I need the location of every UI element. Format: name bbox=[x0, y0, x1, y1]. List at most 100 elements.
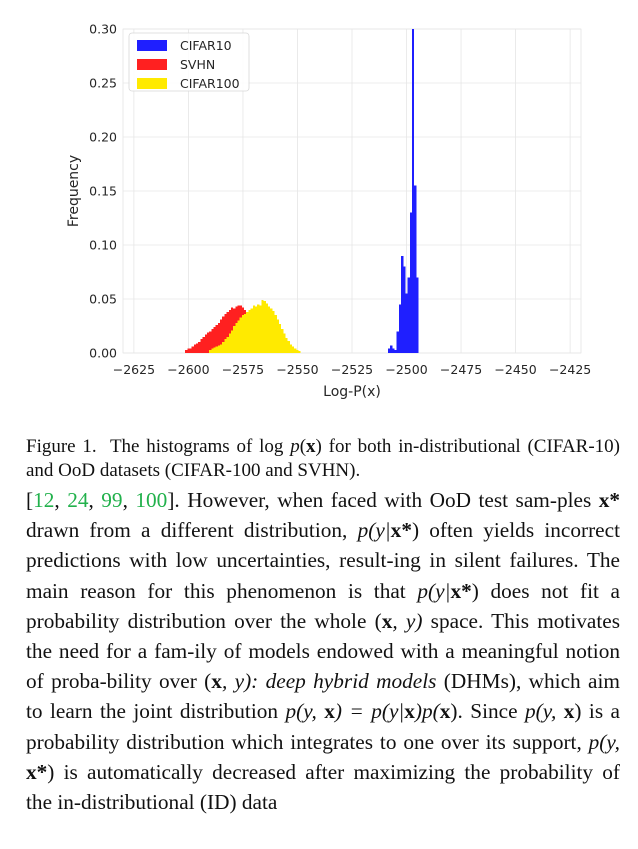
bar-cifar100 bbox=[244, 314, 247, 353]
bar-cifar100 bbox=[278, 323, 282, 353]
legend-swatch-svhn bbox=[137, 59, 167, 70]
bar-svhn bbox=[222, 316, 225, 353]
figure-label: Figure 1. bbox=[26, 436, 97, 457]
bar-cifar100 bbox=[224, 338, 227, 353]
bar-cifar100 bbox=[209, 349, 212, 353]
bar-cifar10 bbox=[407, 277, 410, 353]
caption-math-open: ( bbox=[299, 436, 307, 457]
bar-svhn bbox=[224, 314, 227, 353]
bar-cifar100 bbox=[298, 350, 301, 353]
bar-svhn bbox=[211, 329, 214, 353]
bar-svhn bbox=[193, 344, 197, 353]
bar-svhn bbox=[206, 332, 210, 353]
x-axis-label: Log-P(x) bbox=[323, 384, 381, 400]
citation-99[interactable]: 99 bbox=[101, 488, 123, 512]
bar-cifar10 bbox=[392, 348, 395, 353]
x-tick-label: −2550 bbox=[276, 362, 318, 377]
bar-svhn bbox=[191, 346, 194, 353]
bar-svhn bbox=[220, 319, 223, 353]
bar-cifar100 bbox=[259, 305, 262, 353]
y-tick-labels: 0.00 0.05 0.10 0.15 0.20 0.25 0.30 bbox=[89, 22, 117, 361]
bar-cifar10 bbox=[390, 345, 393, 353]
citation-24[interactable]: 24 bbox=[67, 488, 89, 512]
bar-cifar100 bbox=[296, 349, 299, 353]
bar-cifar100 bbox=[248, 309, 251, 353]
bar-cifar100 bbox=[233, 326, 236, 353]
bar-cifar100 bbox=[265, 303, 269, 353]
caption-math-x: x bbox=[306, 436, 316, 457]
legend: CIFAR10 SVHN CIFAR100 bbox=[128, 32, 250, 92]
y-tick-label: 0.30 bbox=[89, 22, 117, 37]
bar-cifar100 bbox=[292, 346, 295, 353]
x-tick-label: −2575 bbox=[222, 362, 264, 377]
citation-12[interactable]: 12 bbox=[33, 488, 55, 512]
x-tick-label: −2450 bbox=[494, 362, 536, 377]
bar-cifar100 bbox=[261, 300, 264, 353]
bar-svhn bbox=[198, 342, 201, 353]
figure-caption: Figure 1. The histograms of log p(x) for… bbox=[26, 435, 620, 483]
bar-cifar10 bbox=[409, 212, 412, 353]
y-tick-label: 0.15 bbox=[89, 184, 117, 199]
bar-svhn bbox=[226, 311, 229, 353]
bar-svhn bbox=[213, 327, 216, 353]
bar-cifar10 bbox=[394, 349, 397, 353]
bar-cifar100 bbox=[228, 333, 231, 353]
bar-cifar100 bbox=[294, 348, 297, 353]
bar-cifar100 bbox=[254, 306, 258, 353]
bar-cifar100 bbox=[226, 336, 229, 353]
x-tick-label: −2500 bbox=[385, 362, 427, 377]
bar-cifar100 bbox=[215, 346, 218, 353]
bar-cifar100 bbox=[237, 320, 240, 353]
bar-cifar10 bbox=[405, 293, 408, 353]
bar-cifar100 bbox=[222, 342, 225, 353]
bar-cifar10 bbox=[411, 29, 415, 353]
bar-cifar100 bbox=[246, 311, 249, 353]
x-tick-label: −2525 bbox=[331, 362, 373, 377]
bar-cifar100 bbox=[263, 301, 266, 353]
bar-cifar10 bbox=[387, 348, 391, 353]
bar-cifar10 bbox=[414, 185, 417, 353]
histogram-bars bbox=[185, 29, 419, 353]
bar-cifar10 bbox=[401, 255, 404, 353]
bar-cifar100 bbox=[241, 315, 245, 353]
y-tick-label: 0.05 bbox=[89, 292, 117, 307]
x-tick-label: −2625 bbox=[113, 362, 155, 377]
y-tick-label: 0.20 bbox=[89, 130, 117, 145]
bar-cifar100 bbox=[276, 319, 279, 353]
x-tick-label: −2425 bbox=[549, 362, 591, 377]
bar-cifar100 bbox=[250, 308, 253, 353]
histogram-figure: −2625 −2600 −2575 −2550 −2525 −2500 −2475 −2450… bbox=[66, 22, 591, 401]
x-tick-label: −2475 bbox=[440, 362, 482, 377]
y-tick-label: 0.10 bbox=[89, 238, 117, 253]
legend-label-cifar100: CIFAR100 bbox=[180, 76, 240, 91]
bar-cifar100 bbox=[289, 344, 293, 353]
bar-cifar100 bbox=[281, 329, 284, 353]
bar-svhn bbox=[228, 309, 231, 353]
bar-cifar100 bbox=[270, 308, 273, 353]
caption-math-p: p bbox=[290, 436, 300, 457]
bar-svhn bbox=[202, 336, 205, 353]
caption-text: The histograms of log bbox=[109, 436, 291, 457]
body-paragraph: [12, 24, 99, 100]. However, when faced w… bbox=[26, 488, 621, 815]
bar-cifar10 bbox=[416, 277, 419, 353]
caption-text-end: for both in-distributional (CIFAR-10) an… bbox=[26, 436, 621, 481]
bar-cifar100 bbox=[274, 315, 277, 353]
citation-100[interactable]: 100 bbox=[135, 488, 168, 512]
y-tick-label: 0.25 bbox=[89, 76, 117, 91]
bar-svhn bbox=[215, 324, 218, 353]
bar-cifar10 bbox=[398, 304, 402, 353]
bar-svhn bbox=[204, 334, 207, 353]
dhm-term: deep hybrid models bbox=[265, 669, 437, 694]
x-tick-labels: −2625 −2600 −2575 −2550 −2525 −2500 −2475 −2450… bbox=[113, 362, 591, 377]
x-tick-label: −2600 bbox=[167, 362, 209, 377]
bar-cifar100 bbox=[235, 322, 238, 353]
bar-svhn bbox=[189, 348, 192, 353]
bar-svhn bbox=[185, 349, 188, 353]
bar-cifar100 bbox=[283, 333, 286, 353]
legend-swatch-cifar100 bbox=[137, 78, 167, 89]
legend-label-svhn: SVHN bbox=[180, 57, 215, 72]
bar-svhn bbox=[209, 331, 212, 353]
bar-cifar100 bbox=[252, 305, 255, 353]
bar-cifar100 bbox=[220, 344, 223, 353]
bar-cifar100 bbox=[239, 317, 242, 353]
